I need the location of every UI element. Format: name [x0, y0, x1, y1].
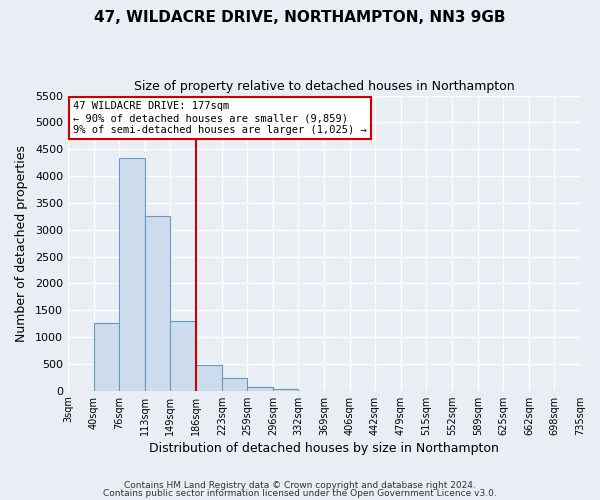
Y-axis label: Number of detached properties: Number of detached properties	[15, 144, 28, 342]
Bar	[273, 388, 298, 390]
Bar	[119, 158, 145, 390]
Text: 47 WILDACRE DRIVE: 177sqm
← 90% of detached houses are smaller (9,859)
9% of sem: 47 WILDACRE DRIVE: 177sqm ← 90% of detac…	[73, 102, 367, 134]
Bar	[94, 322, 119, 390]
Title: Size of property relative to detached houses in Northampton: Size of property relative to detached ho…	[134, 80, 514, 93]
Bar	[196, 365, 222, 390]
Bar	[247, 386, 273, 390]
Bar	[170, 321, 196, 390]
Bar	[145, 216, 170, 390]
Bar	[222, 378, 247, 390]
X-axis label: Distribution of detached houses by size in Northampton: Distribution of detached houses by size …	[149, 442, 499, 455]
Text: Contains public sector information licensed under the Open Government Licence v3: Contains public sector information licen…	[103, 488, 497, 498]
Text: 47, WILDACRE DRIVE, NORTHAMPTON, NN3 9GB: 47, WILDACRE DRIVE, NORTHAMPTON, NN3 9GB	[94, 10, 506, 25]
Text: Contains HM Land Registry data © Crown copyright and database right 2024.: Contains HM Land Registry data © Crown c…	[124, 481, 476, 490]
